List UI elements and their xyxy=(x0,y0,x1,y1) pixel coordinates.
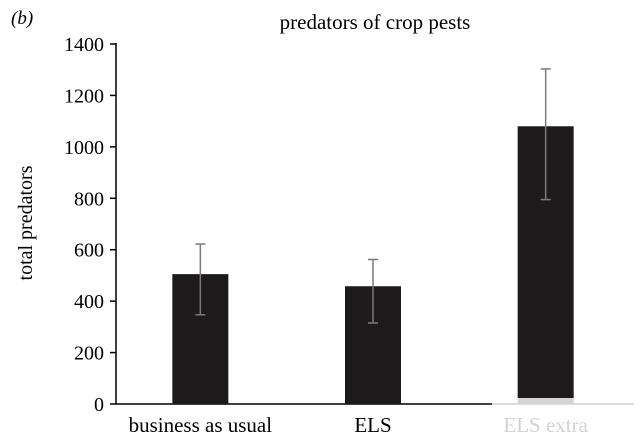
x-tick-label: ELS xyxy=(354,413,391,437)
y-tick-label: 200 xyxy=(74,343,104,365)
panel-label: (b) xyxy=(11,8,34,29)
y-tick-label: 1400 xyxy=(64,34,104,56)
y-tick-label: 400 xyxy=(74,291,104,313)
bars xyxy=(172,68,574,405)
white-overlay-patch xyxy=(492,398,640,441)
chart-title: predators of crop pests xyxy=(279,10,471,34)
y-axis: 0 200 400 600 800 1000 1200 1400 xyxy=(64,34,117,416)
y-tick-label: 0 xyxy=(94,394,104,416)
y-tick-label: 600 xyxy=(74,240,104,262)
y-tick-label: 1200 xyxy=(64,85,104,107)
y-tick-label: 1000 xyxy=(64,137,104,159)
x-tick-label: business as usual xyxy=(129,413,273,437)
y-tick-label: 800 xyxy=(74,188,104,210)
y-axis-label: total predators xyxy=(15,165,37,280)
